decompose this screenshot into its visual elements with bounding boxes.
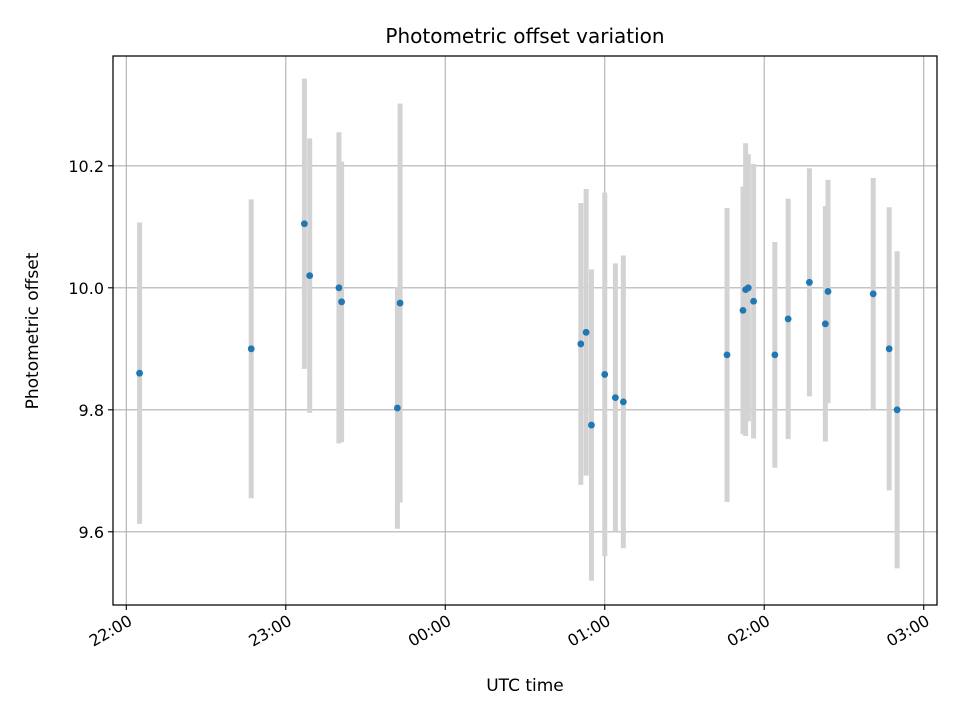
y-tick-label: 9.8 xyxy=(79,401,104,420)
data-point xyxy=(885,345,893,353)
data-point xyxy=(601,371,609,378)
chart-title: Photometric offset variation xyxy=(385,24,664,48)
data-point xyxy=(824,288,832,295)
data-point xyxy=(338,298,345,306)
data-point xyxy=(784,315,792,323)
data-point xyxy=(821,320,829,328)
data-point xyxy=(806,278,813,286)
data-point xyxy=(771,351,779,359)
data-point xyxy=(136,369,143,377)
data-point xyxy=(611,394,619,401)
x-axis-label: UTC time xyxy=(486,676,564,696)
data-point xyxy=(394,404,401,412)
data-point xyxy=(619,398,627,406)
data-point xyxy=(247,345,255,353)
y-tick-label: 9.6 xyxy=(79,523,104,542)
y-tick-label: 10.0 xyxy=(68,279,104,298)
y-axis-label: Photometric offset xyxy=(23,252,43,409)
data-point xyxy=(893,406,901,414)
data-point xyxy=(723,351,731,359)
data-point xyxy=(306,272,314,279)
data-point xyxy=(300,220,308,228)
grid xyxy=(113,56,937,605)
data-point xyxy=(577,340,585,348)
data-point xyxy=(588,421,595,429)
data-point xyxy=(335,284,343,292)
data-point xyxy=(750,297,757,305)
data-point xyxy=(744,284,752,292)
data-point xyxy=(869,290,877,298)
data-point xyxy=(582,328,590,336)
plot-frame xyxy=(112,55,938,606)
data-point xyxy=(396,299,404,307)
data-points xyxy=(136,220,901,429)
data-point xyxy=(739,306,747,314)
y-tick-label: 10.2 xyxy=(68,157,104,176)
